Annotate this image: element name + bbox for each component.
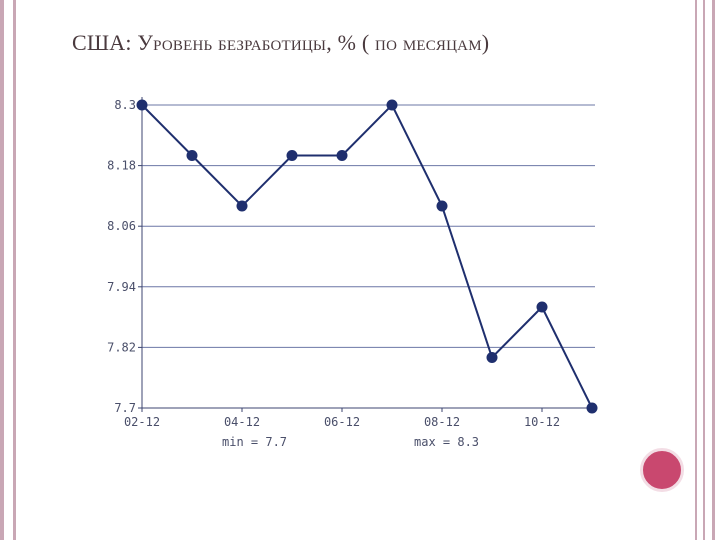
y-tick-label: 8.06 xyxy=(107,219,136,233)
y-tick-labels: 8.3 8.18 8.06 7.94 7.82 7.7 xyxy=(107,98,136,415)
y-tick-label: 7.94 xyxy=(107,280,136,294)
data-point xyxy=(236,200,248,212)
x-tick-label: 10-12 xyxy=(524,415,560,429)
x-tick-label: 06-12 xyxy=(324,415,360,429)
data-point xyxy=(386,99,398,111)
x-tick-labels: 02-12 04-12 06-12 08-12 10-12 xyxy=(124,415,560,429)
series-line xyxy=(141,103,593,409)
chart-axes xyxy=(138,97,595,412)
frame-left-inner xyxy=(13,0,16,540)
x-tick-label: 04-12 xyxy=(224,415,260,429)
data-point xyxy=(436,200,448,212)
data-point xyxy=(336,150,348,161)
data-point xyxy=(286,150,298,161)
frame-left-outer xyxy=(0,0,4,540)
stat-min: min = 7.7 xyxy=(222,435,287,449)
data-point xyxy=(586,402,598,414)
y-tick-label: 7.7 xyxy=(114,401,136,415)
frame-right-b xyxy=(703,0,705,540)
chart-gridlines xyxy=(142,104,595,348)
decorative-circle xyxy=(640,448,684,492)
slide-title: США: Уровень безработицы, % ( по месяцам… xyxy=(72,30,490,55)
chart-series xyxy=(136,99,598,414)
x-tick-label: 08-12 xyxy=(424,415,460,429)
data-point xyxy=(136,99,148,111)
y-tick-label: 8.3 xyxy=(114,98,136,112)
data-point xyxy=(486,352,498,363)
y-tick-label: 8.18 xyxy=(107,159,136,173)
frame-right-c xyxy=(712,0,715,540)
data-point xyxy=(186,150,198,161)
stat-max: max = 8.3 xyxy=(414,435,479,449)
y-tick-label: 7.82 xyxy=(107,340,136,354)
x-tick-label: 02-12 xyxy=(124,415,160,429)
frame-right-a xyxy=(695,0,697,540)
data-point xyxy=(536,301,548,313)
